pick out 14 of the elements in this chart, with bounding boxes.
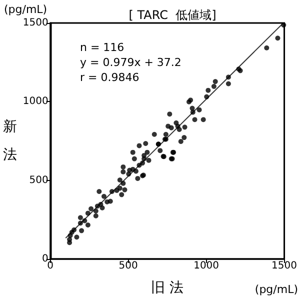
x-tick-label: 1000 <box>194 260 220 272</box>
x-axis-title: 旧 法 <box>151 280 184 296</box>
x-tick-label: 500 <box>118 260 138 272</box>
x-tick-label: 1500 <box>272 260 297 272</box>
annotation: y = 0.979x + 37.2 <box>80 56 182 69</box>
text: (pg/mL) <box>4 3 48 16</box>
y-axis-title: 新法 <box>3 119 17 163</box>
y-tick-label: 1000 <box>22 96 48 108</box>
annotation: n = 116 <box>80 41 124 54</box>
y-tick-label: 500 <box>29 174 48 186</box>
y-tick-label: 1500 <box>22 18 48 28</box>
chart-title: [ TARC 低値域] <box>128 8 216 22</box>
annotation: r = 0.9846 <box>80 71 140 84</box>
text: (pg/mL) <box>254 283 298 296</box>
